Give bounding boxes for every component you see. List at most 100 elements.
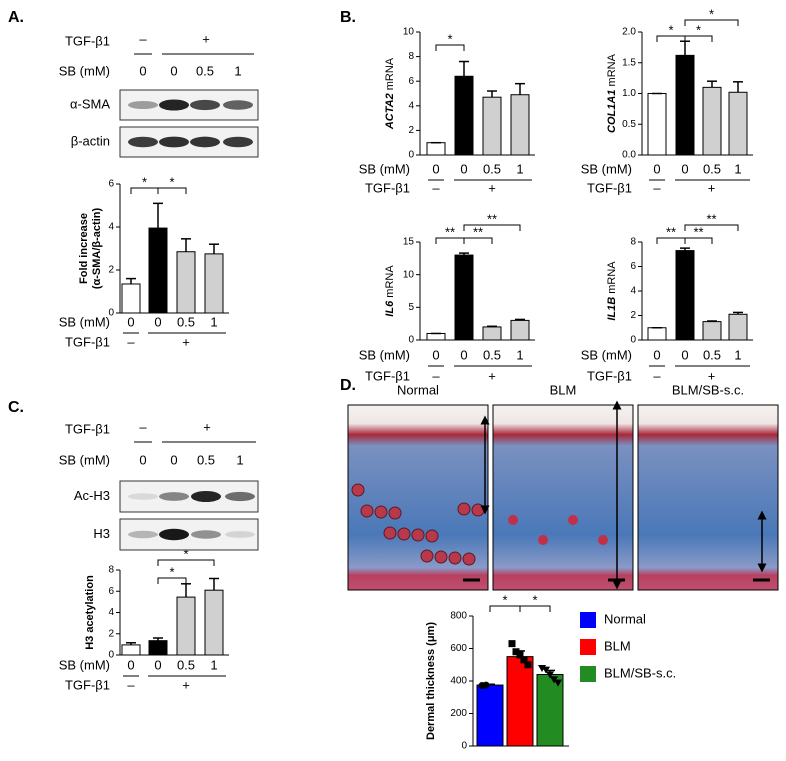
condition: 0 — [681, 347, 688, 362]
blot-band — [159, 528, 189, 541]
bar — [454, 254, 474, 341]
significance: * — [169, 564, 174, 579]
bar — [510, 319, 530, 341]
bar — [148, 640, 168, 656]
significance: * — [696, 22, 701, 37]
bar — [121, 283, 141, 314]
follicle — [374, 505, 388, 519]
y-tick-label: 2.0 — [622, 27, 636, 38]
y-tick-label: 6 — [630, 261, 636, 272]
blot-band — [225, 531, 255, 538]
follicle — [434, 550, 448, 564]
bar — [647, 93, 667, 156]
condition: 0 — [460, 161, 467, 176]
y-axis-label-gene: IL1B — [606, 297, 618, 321]
blot-band — [191, 490, 221, 503]
panel-letter: A. — [8, 9, 24, 26]
significance: * — [169, 174, 174, 189]
condition: – — [653, 180, 661, 195]
condition: – — [139, 31, 147, 46]
bar — [148, 227, 168, 314]
histology — [637, 404, 779, 591]
condition: + — [488, 180, 496, 195]
y-tick-label: 4 — [108, 607, 114, 618]
y-axis-label-unit: mRNA — [384, 57, 396, 93]
y-tick-label: 8 — [630, 237, 636, 248]
data-point — [516, 651, 524, 659]
row-label: TGF-β1 — [65, 334, 110, 349]
condition: 0.5 — [177, 314, 195, 329]
condition: 0.5 — [177, 657, 195, 672]
condition: + — [182, 677, 190, 692]
blot-band — [223, 136, 253, 148]
y-axis-label-unit: mRNA — [384, 265, 396, 301]
bar — [702, 86, 722, 156]
row-label: TGF-β1 — [587, 368, 632, 383]
y-tick-label: 0 — [108, 650, 114, 661]
y-tick-label: 6 — [108, 586, 114, 597]
significance-bracket — [463, 224, 521, 231]
bar — [675, 54, 695, 156]
band-label: Ac-H3 — [74, 488, 110, 503]
condition: 0 — [139, 452, 146, 467]
y-axis-label: Fold increase(α-SMA/β-actin) — [78, 208, 103, 290]
y-axis-label-line: H3 acetylation — [84, 575, 96, 650]
condition: 0 — [653, 161, 660, 176]
y-tick-label: 2 — [408, 125, 414, 136]
condition: 0.5 — [483, 347, 501, 362]
bar — [647, 327, 667, 341]
y-axis-label-line: (α-SMA/β-actin) — [91, 208, 103, 290]
significance: * — [142, 174, 147, 189]
significance: * — [532, 592, 537, 607]
y-axis-label-gene: IL6 — [384, 300, 396, 317]
band-label: β-actin — [71, 133, 110, 148]
row-label: SB (mM) — [359, 161, 410, 176]
significance: * — [502, 592, 507, 607]
legend-swatch — [580, 666, 596, 682]
data-point — [546, 671, 554, 679]
row-label: SB (mM) — [581, 347, 632, 362]
y-tick-label: 15 — [403, 237, 415, 248]
y-tick-label: 800 — [450, 611, 467, 622]
condition: + — [182, 334, 190, 349]
significance-bracket — [463, 237, 493, 244]
significance: ** — [487, 211, 497, 226]
condition: 1 — [210, 657, 217, 672]
bar — [728, 313, 748, 341]
condition: 0.5 — [483, 161, 501, 176]
significance: * — [183, 546, 188, 561]
bar — [536, 674, 564, 747]
significance: ** — [445, 224, 455, 239]
condition: + — [202, 31, 210, 46]
follicle — [420, 549, 434, 563]
y-axis-label-unit: mRNA — [606, 261, 618, 297]
row-label: SB (mM) — [359, 347, 410, 362]
bar — [728, 91, 748, 156]
condition: + — [708, 368, 716, 383]
condition: 1 — [516, 347, 523, 362]
y-axis-label-line: Fold increase — [78, 213, 90, 284]
significance-bracket — [157, 187, 187, 194]
legend-label: BLM/SB-s.c. — [604, 665, 676, 680]
bar — [121, 644, 141, 656]
row-label: SB (mM) — [581, 161, 632, 176]
follicle — [462, 552, 476, 566]
blot-band — [191, 530, 221, 539]
y-tick-label: 8 — [108, 565, 114, 576]
follicle — [411, 528, 425, 542]
significance: ** — [666, 224, 676, 239]
bar — [204, 589, 224, 656]
y-tick-label: 4 — [630, 286, 636, 297]
follicle — [471, 503, 485, 517]
y-tick-label: 2 — [108, 628, 114, 639]
bar — [176, 596, 196, 656]
significance-bracket — [684, 19, 739, 26]
y-tick-label: 4 — [108, 222, 114, 233]
row-label: TGF-β1 — [365, 368, 410, 383]
follicle — [388, 506, 402, 520]
row-label: TGF-β1 — [365, 180, 410, 195]
bar — [510, 94, 530, 156]
row-label: TGF-β1 — [65, 677, 110, 692]
condition: – — [127, 334, 135, 349]
significance: ** — [693, 224, 703, 239]
